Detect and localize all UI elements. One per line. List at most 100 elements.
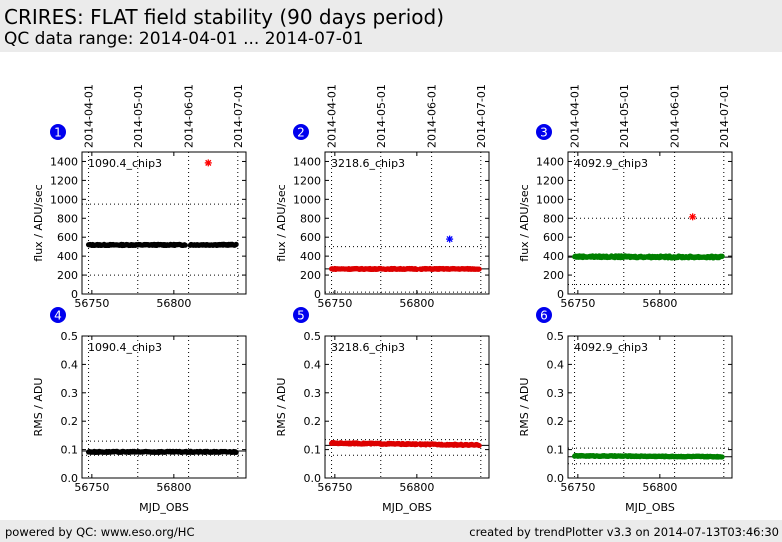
page-subtitle: QC data range: 2014-04-01 ... 2014-07-01 xyxy=(4,29,364,49)
y-tick-label: 800 xyxy=(57,212,78,225)
x-tick-label: 56800 xyxy=(399,481,434,494)
panel-number-badge xyxy=(50,307,66,323)
plot-frame xyxy=(324,151,490,295)
chart-panel-5: 5 0.0 0.1 0.2 0.3 0.4 0.5 56750 56800 3218.6_chip… xyxy=(275,307,490,514)
panel-number: 3 xyxy=(540,126,548,140)
y-tick-label: 800 xyxy=(543,212,564,225)
panel-number-badge xyxy=(50,124,66,140)
plot-area xyxy=(325,336,489,478)
panel-number: 5 xyxy=(297,309,305,323)
panel-label: 4092.9_chip3 xyxy=(574,157,648,170)
date-tick-label: 2014-04-01 xyxy=(326,84,339,148)
chart-panel-4: 4 0.0 0.1 0.2 0.3 0.4 0.5 56750 56800 1090.4_chip… xyxy=(32,307,247,514)
y-tick-label: 0.1 xyxy=(547,444,565,457)
chart-panel-3: 3 0 200 400 600 800 1000 1200 1400 56750 56800 2014… xyxy=(518,84,733,310)
plot-frame xyxy=(81,335,247,479)
y-tick-label: 0.2 xyxy=(61,415,79,428)
y-tick-label: 200 xyxy=(300,269,321,282)
chart-panel-6: 6 0.0 0.1 0.2 0.3 0.4 0.5 56750 56800 4092.9_chip… xyxy=(518,307,733,514)
x-tick-label: 56750 xyxy=(74,481,109,494)
plot-frame xyxy=(567,335,733,479)
date-tick-label: 2014-04-01 xyxy=(83,84,96,148)
y-tick-label: 0.1 xyxy=(61,444,79,457)
plot-frame xyxy=(81,151,247,295)
outlier-point xyxy=(689,213,697,221)
panel-label: 4092.9_chip3 xyxy=(574,341,648,354)
footer-powered-by: powered by QC: www.eso.org/HC xyxy=(5,525,195,539)
y-tick-label: 0.4 xyxy=(547,358,565,371)
date-tick-label: 2014-04-01 xyxy=(569,84,582,148)
data-point xyxy=(182,242,188,248)
y-tick-label: 1000 xyxy=(536,193,564,206)
y-tick-label: 1000 xyxy=(293,193,321,206)
y-tick-label: 0.2 xyxy=(304,415,322,428)
y-tick-label: 0.0 xyxy=(304,472,322,485)
x-tick-label: 56800 xyxy=(156,297,191,310)
x-tick-label: 56800 xyxy=(642,297,677,310)
plot-frame xyxy=(324,335,490,479)
footer-bar: powered by QC: www.eso.org/HC created by… xyxy=(0,520,782,542)
y-tick-label: 800 xyxy=(300,212,321,225)
y-tick-label: 600 xyxy=(543,231,564,244)
date-tick-label: 2014-05-01 xyxy=(132,84,145,148)
date-tick-label: 2014-07-01 xyxy=(718,84,731,148)
panel-label: 3218.6_chip3 xyxy=(331,157,405,170)
y-tick-label: 0 xyxy=(557,288,564,301)
data-point xyxy=(719,253,725,259)
y-tick-label: 600 xyxy=(300,231,321,244)
y-tick-label: 0.0 xyxy=(547,472,565,485)
x-axis-label: MJD_OBS xyxy=(382,501,432,514)
y-tick-label: 1200 xyxy=(293,174,321,187)
y-tick-label: 0.2 xyxy=(547,415,565,428)
date-tick-label: 2014-05-01 xyxy=(375,84,388,148)
x-axis-label: MJD_OBS xyxy=(625,501,675,514)
plot-frame xyxy=(567,151,733,295)
plot-area xyxy=(82,336,246,478)
header-bar: CRIRES: FLAT field stability (90 days pe… xyxy=(0,0,782,52)
panel-number: 2 xyxy=(297,126,305,140)
plot-area xyxy=(568,336,732,478)
outlier-stroke xyxy=(689,213,696,220)
date-tick-label: 2014-06-01 xyxy=(426,84,439,148)
y-tick-label: 0 xyxy=(314,288,321,301)
y-tick-label: 0.1 xyxy=(304,444,322,457)
y-tick-label: 0.5 xyxy=(304,330,322,343)
outlier-stroke xyxy=(205,159,212,166)
date-tick-label: 2014-05-01 xyxy=(618,84,631,148)
y-tick-label: 1400 xyxy=(50,155,78,168)
y-tick-label: 0.4 xyxy=(61,358,79,371)
outlier-point xyxy=(204,159,212,167)
y-tick-label: 1200 xyxy=(50,174,78,187)
y-tick-label: 0.0 xyxy=(61,472,79,485)
panel-number-badge xyxy=(536,124,552,140)
x-tick-label: 56750 xyxy=(317,481,352,494)
y-axis-label: flux / ADU/sec xyxy=(275,184,288,261)
date-tick-label: 2014-07-01 xyxy=(232,84,245,148)
y-tick-label: 600 xyxy=(57,231,78,244)
y-tick-label: 1000 xyxy=(50,193,78,206)
y-tick-label: 0 xyxy=(71,288,78,301)
x-tick-label: 56750 xyxy=(560,481,595,494)
chart-panel-1: 1 0 200 400 600 800 1000 1200 1400 56750 56800 2014… xyxy=(32,84,247,310)
panel-label: 1090.4_chip3 xyxy=(88,157,162,170)
y-tick-label: 400 xyxy=(300,250,321,263)
panel-number-badge xyxy=(293,307,309,323)
y-tick-label: 0.4 xyxy=(304,358,322,371)
y-tick-label: 200 xyxy=(543,269,564,282)
y-axis-label: RMS / ADU xyxy=(275,378,288,437)
panel-number-badge xyxy=(536,307,552,323)
page-title: CRIRES: FLAT field stability (90 days pe… xyxy=(4,5,445,29)
y-tick-label: 0.3 xyxy=(547,387,565,400)
x-tick-label: 56750 xyxy=(317,297,352,310)
panel-label: 1090.4_chip3 xyxy=(88,341,162,354)
x-tick-label: 56750 xyxy=(74,297,109,310)
panel-number: 1 xyxy=(54,126,62,140)
panel-number-badge xyxy=(293,124,309,140)
outlier-point xyxy=(446,235,454,243)
y-tick-label: 1400 xyxy=(293,155,321,168)
y-tick-label: 1200 xyxy=(536,174,564,187)
chart-panel-2: 2 0 200 400 600 800 1000 1200 1400 56750 56800 2014… xyxy=(275,84,490,310)
plot-area xyxy=(568,152,732,294)
y-tick-label: 0.3 xyxy=(304,387,322,400)
